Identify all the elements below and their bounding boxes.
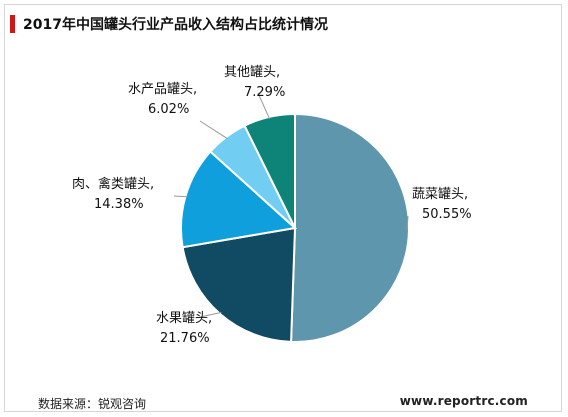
title-accent-bar — [10, 15, 15, 33]
leader-line-4 — [257, 92, 271, 120]
leader-line-0 — [406, 215, 409, 230]
slice-name-label-4: 其他罐头, — [224, 65, 280, 80]
slice-value-label-3: 6.02% — [148, 102, 189, 117]
slice-name-label-2: 肉、禽类罐头, — [72, 176, 154, 192]
pie-slice-0 — [290, 112, 410, 343]
slice-name-label-3: 水产品罐头, — [128, 82, 197, 97]
leader-line-2 — [173, 195, 188, 198]
slice-name-label-0: 蔬菜罐头, — [412, 187, 468, 202]
footer: 数据来源：锐观咨询 www.reportrc.com — [0, 389, 568, 417]
slice-name-label-1: 水果罐头, — [156, 311, 212, 326]
chart-title: 2017年中国罐头行业产品收入结构占比统计情况 — [23, 17, 328, 33]
watermark: www.reportrc.com — [399, 394, 528, 408]
leader-line-3 — [199, 120, 228, 140]
slice-value-label-0: 50.55% — [422, 207, 472, 222]
leader-line-1 — [195, 311, 222, 319]
source-note: 数据来源：锐观咨询 — [38, 397, 147, 411]
slice-value-label-4: 7.29% — [244, 85, 285, 100]
slice-value-label-1: 21.76% — [160, 331, 210, 346]
title-row: 2017年中国罐头行业产品收入结构占比统计情况 — [10, 14, 328, 34]
slice-value-label-2: 14.38% — [94, 197, 144, 212]
pie-slice-1 — [181, 226, 297, 343]
